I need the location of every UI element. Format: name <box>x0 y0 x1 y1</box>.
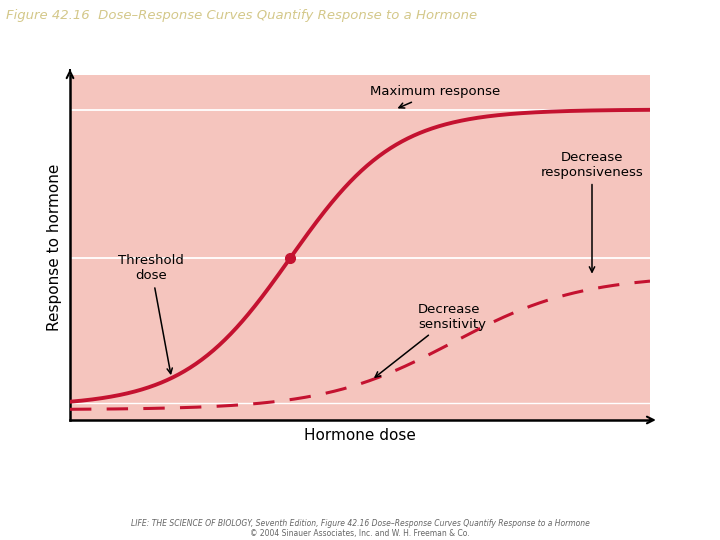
Text: © 2004 Sinauer Associates, Inc. and W. H. Freeman & Co.: © 2004 Sinauer Associates, Inc. and W. H… <box>250 529 470 538</box>
Text: Threshold
dose: Threshold dose <box>118 254 184 374</box>
Text: Decrease
responsiveness: Decrease responsiveness <box>541 151 644 272</box>
Y-axis label: Response to hormone: Response to hormone <box>47 164 62 331</box>
Text: Maximum response: Maximum response <box>370 85 500 108</box>
Text: Figure 42.16  Dose–Response Curves Quantify Response to a Hormone: Figure 42.16 Dose–Response Curves Quanti… <box>6 9 477 22</box>
X-axis label: Hormone dose: Hormone dose <box>304 428 416 443</box>
Text: Decrease
sensitivity: Decrease sensitivity <box>375 303 486 377</box>
Text: LIFE: THE SCIENCE OF BIOLOGY, Seventh Edition, Figure 42.16 Dose–Response Curves: LIFE: THE SCIENCE OF BIOLOGY, Seventh Ed… <box>130 519 590 528</box>
